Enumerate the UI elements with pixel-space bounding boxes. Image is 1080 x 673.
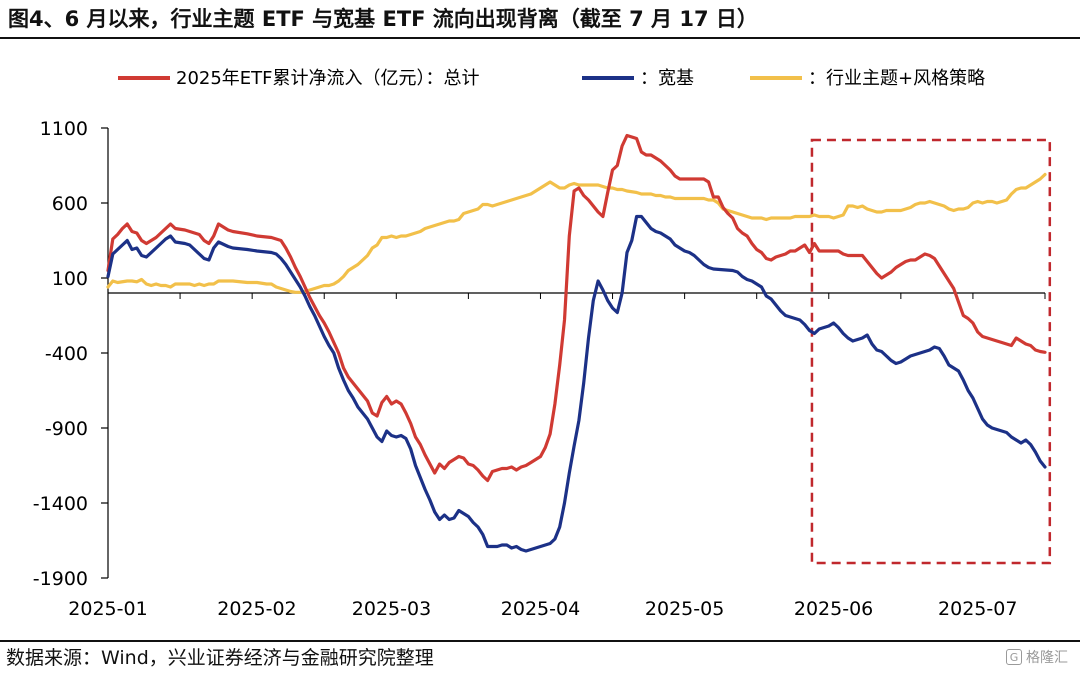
legend-item-total: 2025年ETF累计净流入（亿元）：总计 bbox=[118, 68, 480, 89]
legend-label-sector-style: ：行业主题+风格策略 bbox=[808, 68, 985, 89]
title-divider bbox=[0, 37, 1080, 39]
x-tick-label: 2025-04 bbox=[501, 598, 580, 620]
source-note: 数据来源：Wind，兴业证券经济与金融研究院整理 bbox=[6, 647, 434, 669]
y-tick-label: 600 bbox=[52, 193, 88, 215]
highlight-region bbox=[810, 138, 1052, 565]
watermark-logo-icon: G bbox=[1006, 649, 1022, 665]
legend-item-broad-based: ：宽基 bbox=[582, 68, 694, 89]
x-tick-label: 2025-02 bbox=[217, 598, 296, 620]
x-tick-label: 2025-05 bbox=[645, 598, 724, 620]
series-line-total bbox=[106, 133, 1047, 483]
legend: 2025年ETF累计净流入（亿元）：总计 ：宽基 ：行业主题+风格策略 bbox=[118, 68, 985, 89]
y-tick-label: -1900 bbox=[33, 568, 88, 590]
legend-label-total: 2025年ETF累计净流入（亿元）：总计 bbox=[176, 68, 480, 89]
x-tick-label: 2025-06 bbox=[794, 598, 873, 620]
y-tick-label: 100 bbox=[52, 268, 88, 290]
x-tick-label: 2025-01 bbox=[68, 598, 147, 620]
series-line-sector-style bbox=[106, 172, 1047, 294]
series-line-broad-based bbox=[106, 214, 1047, 553]
legend-label-broad-based: ：宽基 bbox=[640, 68, 694, 89]
flow-chart: 2025年ETF累计净流入（亿元）：总计 ：宽基 ：行业主题+风格策略 1100… bbox=[33, 68, 1052, 620]
highlight-box bbox=[810, 138, 1052, 565]
axes: 1100 600 100 -400 -900 -1400 -1900 2025-01 2025-… bbox=[33, 118, 1046, 620]
series-lines bbox=[106, 133, 1047, 553]
x-tick-label: 2025-07 bbox=[938, 598, 1017, 620]
watermark: G 格隆汇 bbox=[1006, 647, 1068, 667]
page-title: 图4、6 月以来，行业主题 ETF 与宽基 ETF 流向出现背离（截至 7 月 … bbox=[8, 7, 758, 31]
footer-divider bbox=[0, 640, 1080, 642]
y-tick-label: -900 bbox=[45, 418, 88, 440]
watermark-text: 格隆汇 bbox=[1026, 650, 1068, 666]
y-tick-label: -400 bbox=[45, 343, 88, 365]
y-tick-label: -1400 bbox=[33, 493, 88, 515]
y-tick-label: 1100 bbox=[40, 118, 88, 140]
legend-item-sector-style: ：行业主题+风格策略 bbox=[750, 68, 985, 89]
x-tick-label: 2025-03 bbox=[352, 598, 431, 620]
